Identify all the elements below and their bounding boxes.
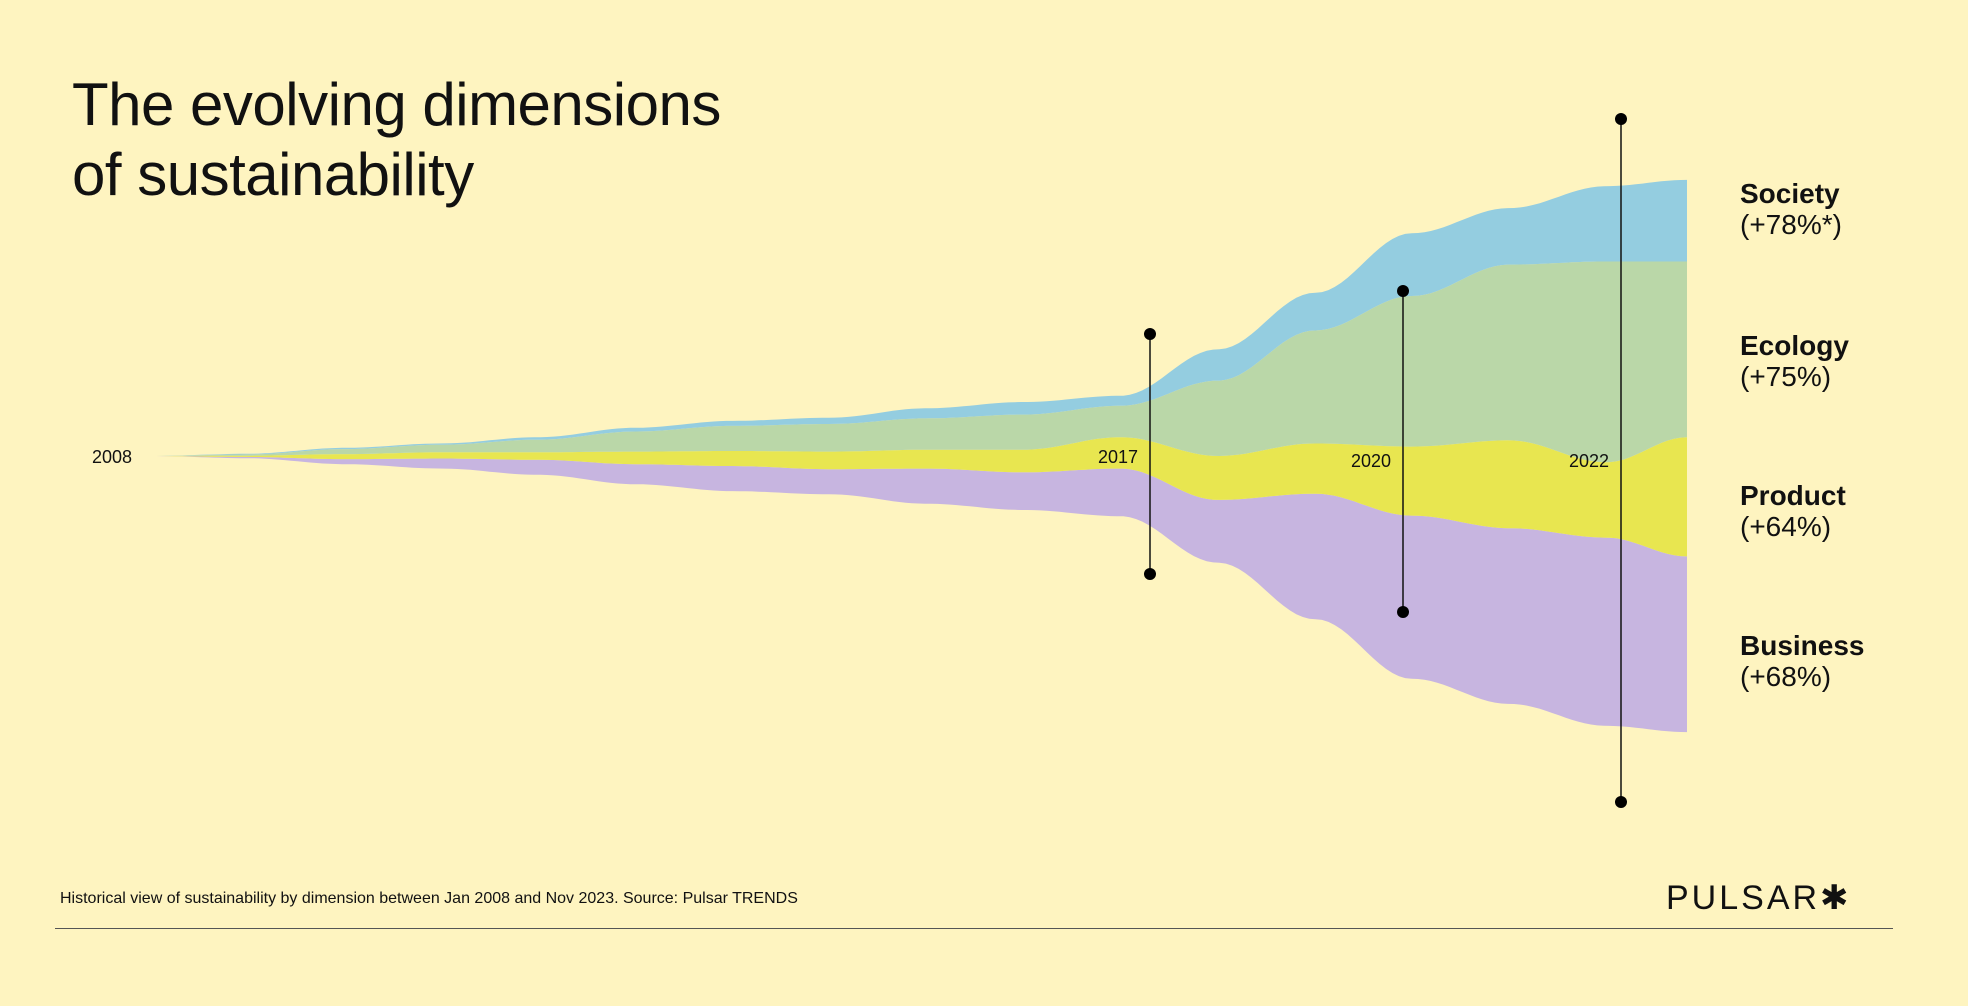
start-year-label: 2008 [92,447,132,467]
annotation-dot [1397,606,1409,618]
legend-item-ecology: Ecology (+75%) [1740,330,1849,392]
annotation-2017: 2017 [1098,328,1156,580]
title-line-2: of sustainability [72,141,474,208]
stream-layer-society [150,179,1687,456]
source-note: Historical view of sustainability by dim… [60,890,798,907]
annotation-dot [1615,796,1627,808]
pulsar-logo: PULSAR✱ [1666,879,1852,917]
legend-item-business: Business (+68%) [1740,630,1865,692]
legend-change: (+78%*) [1740,209,1842,240]
annotation-2022: 2022 [1569,113,1627,808]
chart-title: The evolving dimensions of sustainabilit… [72,70,721,210]
annotation-dot [1615,113,1627,125]
legend-change: (+64%) [1740,511,1832,542]
legend-name: Ecology [1740,330,1849,361]
stream-layer-product [150,437,1687,557]
legend-item-society: Society (+78%*) [1740,178,1842,240]
annotation-year-label: 2022 [1569,451,1609,471]
annotation-dot [1144,328,1156,340]
footer-divider [55,928,1893,929]
annotation-dot [1397,285,1409,297]
title-line-1: The evolving dimensions [72,71,721,138]
annotation-year-label: 2020 [1351,451,1391,471]
annotation-2020: 2020 [1351,285,1409,618]
stream-layer-business [150,456,1687,733]
legend-item-product: Product (+64%) [1740,480,1846,542]
legend-change: (+68%) [1740,661,1832,692]
annotation-year-label: 2017 [1098,447,1138,467]
legend-name: Product [1740,480,1846,511]
annotation-dot [1144,568,1156,580]
stream-layer-ecology [150,261,1687,463]
legend-name: Business [1740,630,1865,661]
legend-change: (+75%) [1740,361,1832,392]
legend-name: Society [1740,178,1840,209]
